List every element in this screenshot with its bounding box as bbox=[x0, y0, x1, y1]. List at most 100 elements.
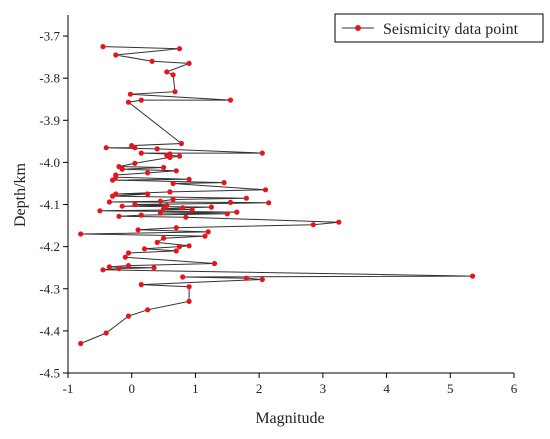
data-point bbox=[113, 52, 119, 58]
data-point bbox=[149, 58, 155, 64]
legend: Seismicity data point bbox=[334, 13, 544, 43]
data-point bbox=[154, 146, 160, 152]
data-point bbox=[119, 203, 125, 209]
data-point bbox=[259, 276, 265, 283]
data-points bbox=[78, 44, 476, 347]
ticks: -1 0 1 2 3 4 5 6 -3.7 -3.8 -3.9 -4.0 -4.1 -4.2 -4.3 -4.… bbox=[39, 29, 517, 396]
data-point bbox=[176, 244, 183, 250]
data-point bbox=[189, 207, 195, 213]
data-point bbox=[202, 233, 208, 239]
y-tick-label: -3.9 bbox=[39, 113, 60, 128]
data-point bbox=[161, 235, 167, 241]
data-point bbox=[176, 153, 183, 159]
data-point bbox=[224, 211, 230, 217]
data-point bbox=[186, 60, 192, 66]
data-point bbox=[138, 212, 144, 218]
x-tick-label: 6 bbox=[511, 381, 518, 396]
x-tick-label: 2 bbox=[256, 381, 263, 396]
data-point bbox=[151, 265, 157, 271]
data-point bbox=[116, 213, 122, 219]
data-point bbox=[110, 177, 116, 183]
data-point bbox=[135, 227, 141, 233]
data-point bbox=[145, 170, 151, 176]
data-point bbox=[125, 250, 132, 256]
data-point bbox=[125, 99, 132, 105]
x-tick-label: 4 bbox=[383, 381, 390, 396]
data-point bbox=[243, 275, 249, 281]
data-point bbox=[186, 284, 192, 290]
x-tick-label: -1 bbox=[63, 381, 74, 396]
y-tick-label: -4.1 bbox=[39, 197, 60, 212]
data-point bbox=[186, 176, 192, 182]
data-point bbox=[141, 246, 148, 252]
data-point bbox=[173, 248, 179, 254]
data-point bbox=[78, 340, 84, 347]
data-point bbox=[470, 273, 476, 279]
data-point bbox=[186, 243, 192, 249]
data-point bbox=[132, 201, 138, 208]
x-axis-title: Magnitude bbox=[255, 410, 324, 427]
y-tick-label: -4.4 bbox=[39, 323, 60, 338]
data-point bbox=[127, 91, 133, 97]
data-point bbox=[310, 222, 316, 228]
data-point bbox=[221, 180, 227, 186]
y-tick-label: -4.2 bbox=[39, 239, 60, 254]
data-point bbox=[227, 97, 234, 103]
data-point bbox=[97, 208, 103, 214]
data-point bbox=[170, 196, 176, 203]
data-point bbox=[167, 189, 173, 195]
data-point bbox=[173, 168, 179, 174]
data-point bbox=[122, 254, 128, 260]
data-point bbox=[183, 214, 189, 220]
data-point bbox=[164, 69, 170, 75]
data-point bbox=[138, 97, 144, 103]
data-point bbox=[125, 263, 132, 269]
data-point bbox=[211, 260, 218, 267]
y-tick-label: -4.0 bbox=[39, 155, 60, 170]
y-tick-label: -4.3 bbox=[39, 281, 60, 296]
y-tick-label: -4.5 bbox=[39, 366, 60, 381]
data-point bbox=[157, 210, 163, 216]
data-point bbox=[180, 274, 186, 280]
data-point bbox=[106, 264, 112, 270]
x-tick-label: 0 bbox=[128, 381, 135, 396]
data-point bbox=[145, 307, 151, 313]
y-tick-label: -3.7 bbox=[39, 29, 60, 44]
data-point bbox=[259, 150, 265, 156]
data-point bbox=[243, 195, 249, 201]
data-point bbox=[110, 193, 116, 199]
data-point bbox=[145, 191, 151, 197]
data-point bbox=[172, 89, 178, 95]
data-point bbox=[138, 282, 144, 288]
data-point bbox=[116, 265, 122, 272]
data-point bbox=[119, 166, 125, 172]
x-tick-label: 3 bbox=[320, 381, 327, 396]
data-point bbox=[103, 330, 109, 336]
data-point bbox=[266, 200, 272, 206]
y-axis-title: Depth/km bbox=[12, 162, 29, 227]
data-point bbox=[178, 140, 184, 147]
data-point bbox=[154, 239, 160, 245]
data-point bbox=[186, 298, 192, 304]
data-point bbox=[234, 209, 240, 215]
data-point bbox=[164, 202, 170, 208]
y-tick-label: -3.8 bbox=[39, 71, 60, 86]
data-point bbox=[103, 145, 109, 151]
data-point bbox=[208, 204, 214, 210]
data-point bbox=[167, 154, 173, 160]
data-point bbox=[170, 72, 176, 78]
data-point bbox=[78, 231, 84, 237]
data-point bbox=[100, 267, 106, 273]
data-point bbox=[157, 198, 163, 204]
axes bbox=[67, 15, 514, 374]
legend-marker bbox=[355, 25, 361, 31]
x-tick-label: 5 bbox=[447, 381, 454, 396]
data-point bbox=[173, 225, 179, 231]
data-point bbox=[132, 160, 138, 166]
data-point bbox=[170, 180, 176, 187]
data-point bbox=[180, 205, 186, 211]
data-point bbox=[100, 44, 106, 50]
data-point bbox=[176, 46, 183, 52]
legend-label: Seismicity data point bbox=[383, 21, 519, 38]
x-tick-label: 1 bbox=[192, 381, 199, 396]
